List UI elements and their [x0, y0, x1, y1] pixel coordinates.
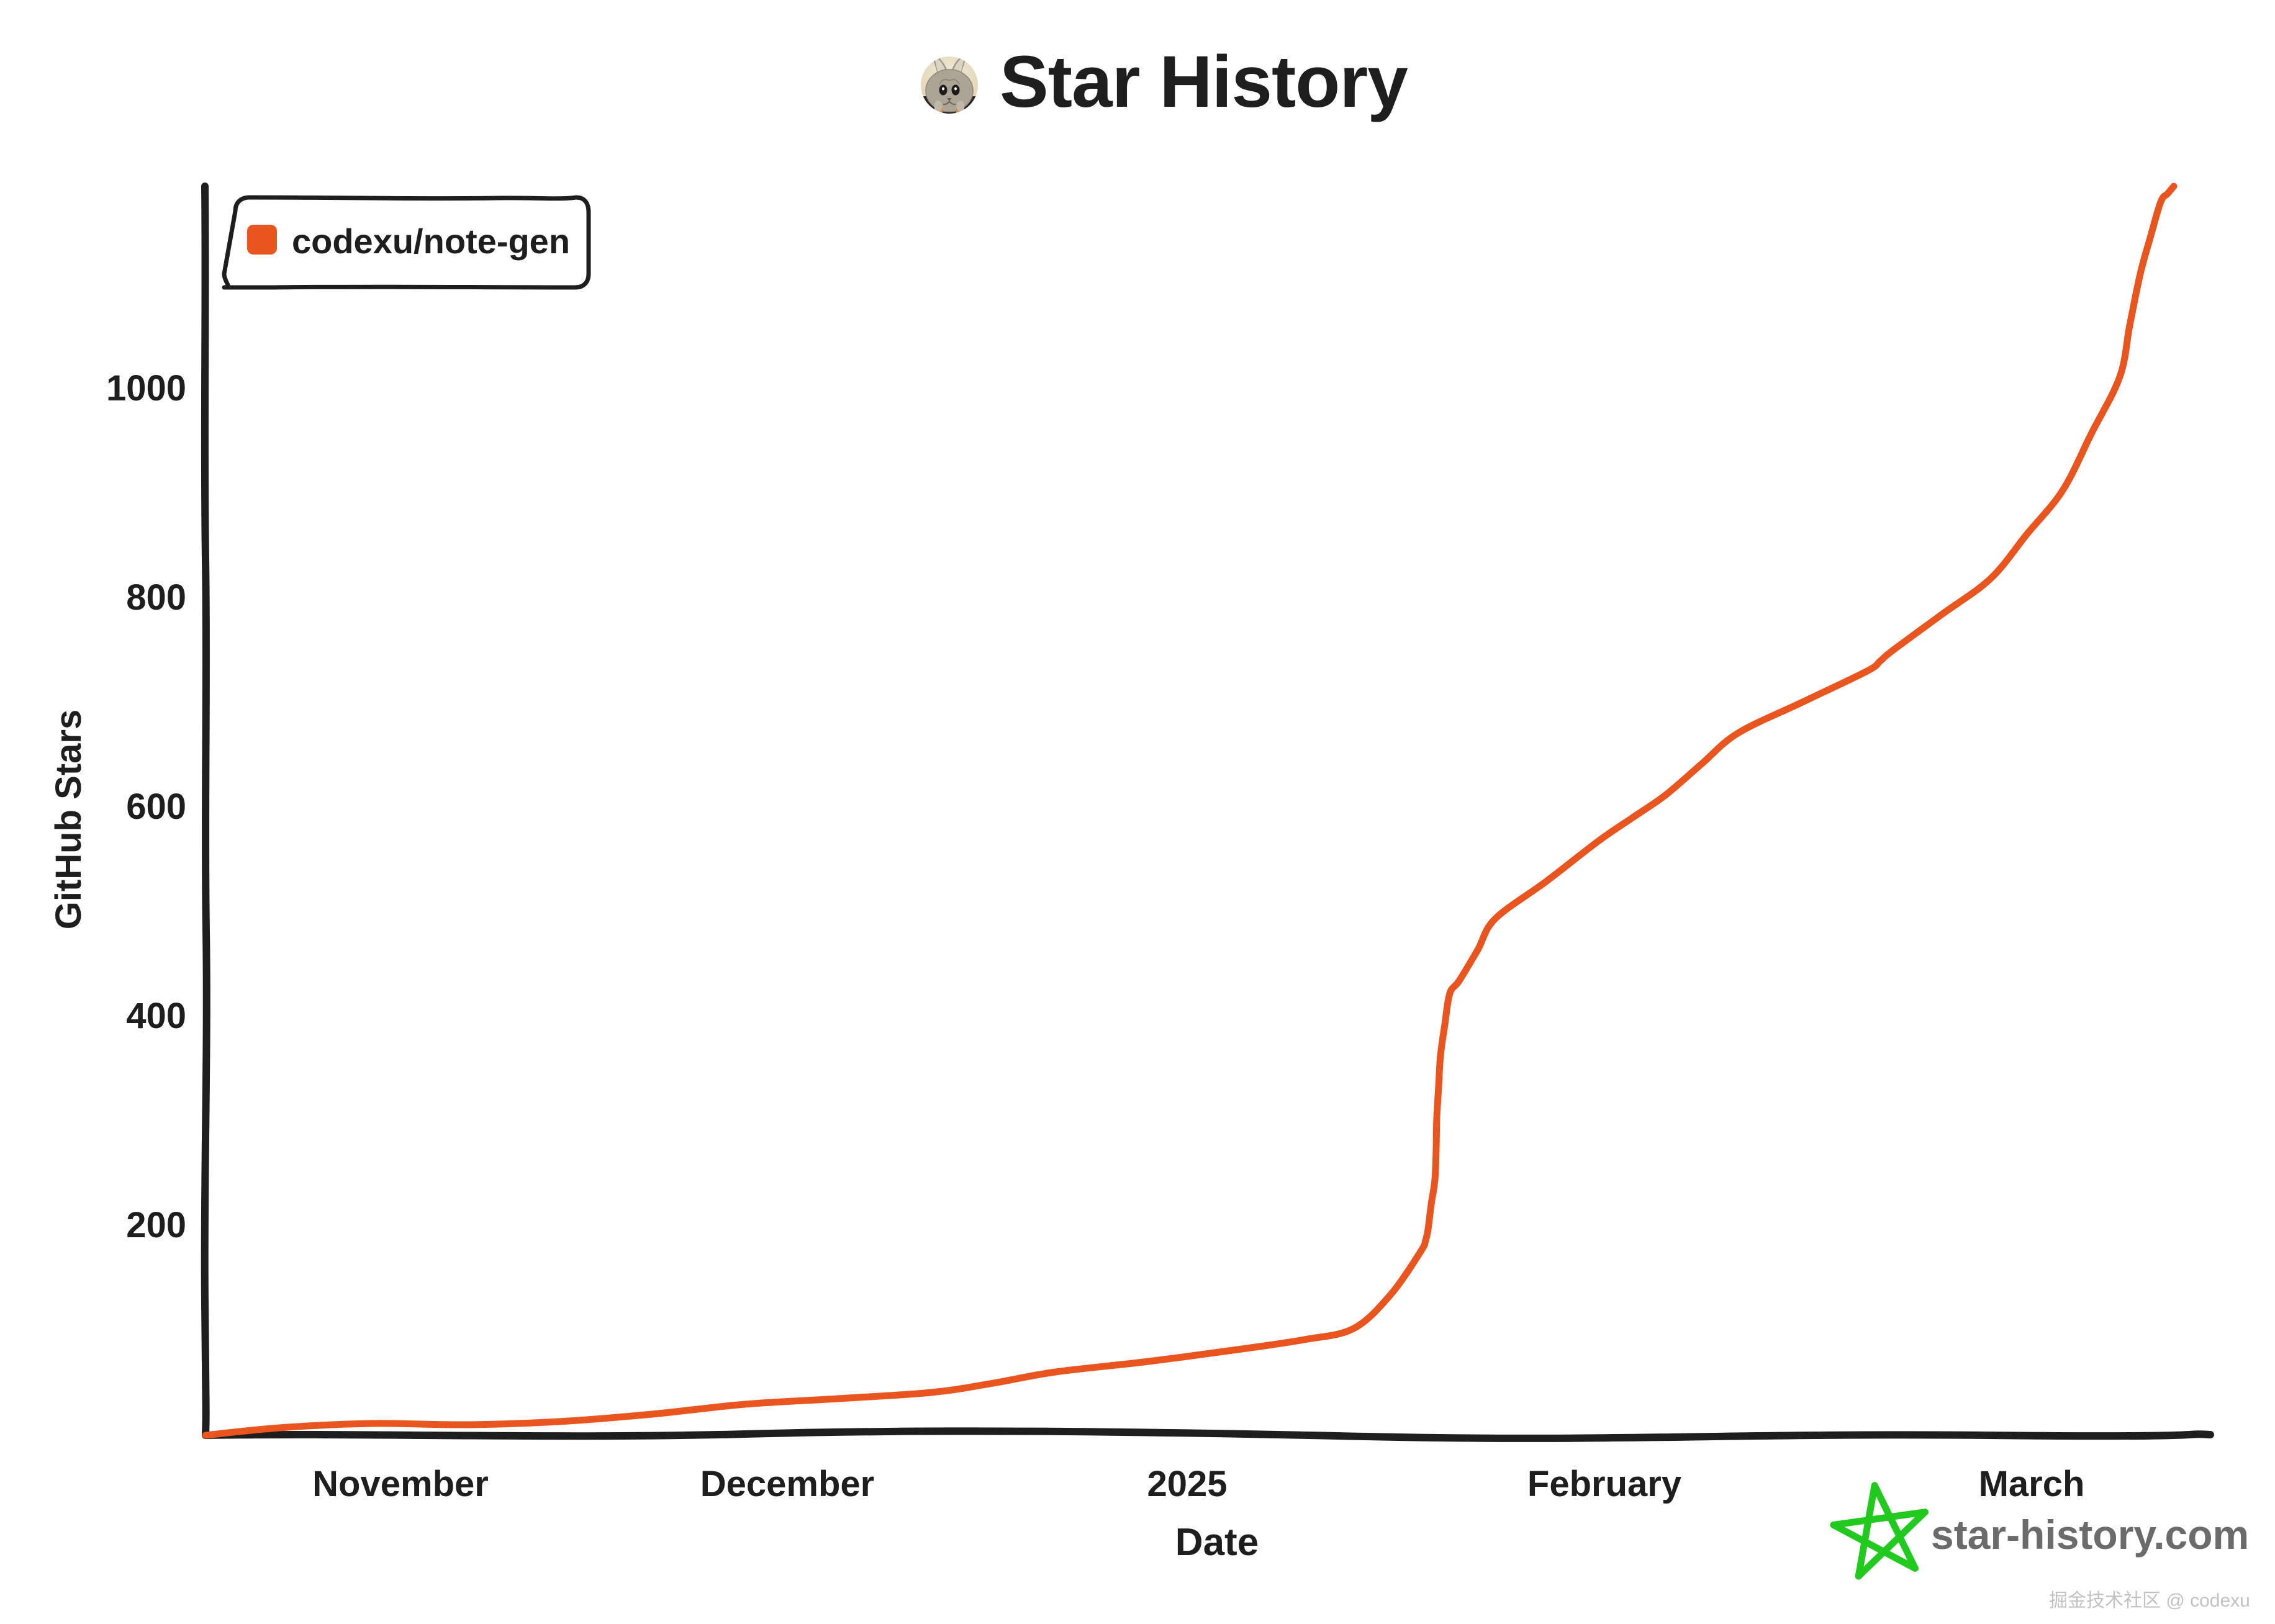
svg-text:400: 400 — [126, 996, 186, 1036]
svg-text:200: 200 — [126, 1205, 186, 1245]
svg-text:600: 600 — [126, 787, 186, 827]
svg-text:掘金技术社区 @ codexu: 掘金技术社区 @ codexu — [2049, 1590, 2250, 1611]
svg-text:November: November — [312, 1464, 489, 1504]
svg-text:star-history.com: star-history.com — [1931, 1512, 2249, 1558]
svg-text:March: March — [1979, 1464, 2085, 1504]
svg-text:Star History: Star History — [1000, 41, 1408, 123]
svg-text:February: February — [1527, 1464, 1681, 1504]
svg-text:December: December — [700, 1464, 874, 1504]
svg-text:2025: 2025 — [1147, 1464, 1227, 1504]
svg-text:Date: Date — [1175, 1521, 1259, 1564]
svg-text:codexu/note-gen: codexu/note-gen — [292, 222, 570, 261]
svg-text:800: 800 — [126, 577, 186, 618]
svg-text:GitHub Stars: GitHub Stars — [48, 710, 89, 930]
svg-text:1000: 1000 — [106, 368, 186, 408]
